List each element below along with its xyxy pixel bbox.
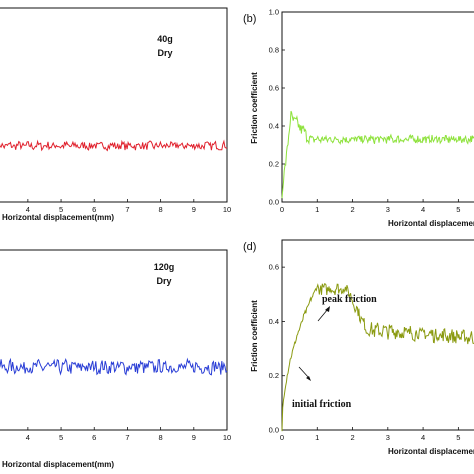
panel-d-frame xyxy=(281,239,474,431)
panel-a-x-tick-label: 8 xyxy=(159,205,163,214)
panel-b-y-tick-label: 0.8 xyxy=(269,46,279,55)
panel-d-y-tick-label: 0.6 xyxy=(269,263,279,272)
panel-b: (b) 0.0 0.2 0.4 0.6 0.8 1.0 0 1 2 3 4 5 Friction c… xyxy=(243,8,474,228)
panel-d-x-ticks: 0 1 2 3 4 5 xyxy=(280,427,460,442)
panel-a-x-tick-label: 9 xyxy=(192,205,196,214)
initial-friction-annotation: initial friction xyxy=(292,399,352,410)
panel-d-x-axis-label: Horizontal displacement xyxy=(388,447,474,456)
panel-a-x-tick-label: 6 xyxy=(92,205,96,214)
panel-a-x-axis-label: Horizontal displacement(mm) xyxy=(2,213,114,222)
panel-b-y-axis-label: Friction coefficient xyxy=(250,72,259,144)
panel-b-x-tick-label: 5 xyxy=(456,205,460,214)
panel-a: 40g Dry 4 5 6 7 8 9 10 Horizontal displacement… xyxy=(0,7,231,222)
panel-c-x-tick-label: 10 xyxy=(223,433,231,442)
panel-b-y-tick-label: 0.4 xyxy=(269,122,279,131)
panel-c-x-tick-label: 8 xyxy=(159,433,163,442)
panel-d-x-tick-label: 4 xyxy=(421,433,425,442)
peak-friction-annotation: peak friction xyxy=(322,294,377,305)
panel-b-x-tick-label: 0 xyxy=(280,205,284,214)
panel-c-series-line xyxy=(0,357,228,376)
panel-b-series-line xyxy=(281,110,474,199)
panel-d-y-tick-label: 0.2 xyxy=(269,371,279,380)
panel-a-x-tick-label: 5 xyxy=(59,205,63,214)
panel-c-load: 120g xyxy=(154,262,175,272)
panel-d-x-tick-label: 2 xyxy=(350,433,354,442)
panel-b-x-axis-label: Horizontal displacement xyxy=(388,219,474,228)
panel-c-frame xyxy=(0,249,228,431)
panel-c: 120g Dry 4 5 6 7 8 9 10 Horizontal displacemen… xyxy=(0,249,231,469)
panel-d-y-tick-label: 0.4 xyxy=(269,317,279,326)
initial-friction-arrow-icon xyxy=(298,366,311,381)
panel-b-x-tick-label: 3 xyxy=(386,205,390,214)
panel-a-frame xyxy=(0,7,228,203)
panel-d-x-tick-label: 0 xyxy=(280,433,284,442)
panel-a-condition: Dry xyxy=(157,48,172,58)
panel-b-label: (b) xyxy=(243,13,256,25)
panel-b-y-tick-label: 0.2 xyxy=(269,160,279,169)
panel-a-x-tick-label: 7 xyxy=(125,205,129,214)
panel-a-load: 40g xyxy=(157,34,173,44)
panel-a-x-ticks: 4 5 6 7 8 9 10 xyxy=(26,199,231,214)
panel-b-x-tick-label: 2 xyxy=(350,205,354,214)
panel-d-label: (d) xyxy=(243,241,256,253)
panel-b-y-tick-label: 0.6 xyxy=(269,84,279,93)
panel-b-y-tick-label: 0.0 xyxy=(269,198,279,207)
peak-friction-arrow-icon xyxy=(317,306,330,322)
panel-b-x-ticks: 0 1 2 3 4 5 xyxy=(280,199,460,214)
panel-d-x-tick-label: 1 xyxy=(315,433,319,442)
panel-a-x-tick-label: 4 xyxy=(26,205,30,214)
panel-d-y-ticks: 0.0 0.2 0.4 0.6 xyxy=(269,263,285,435)
panel-d-x-tick-label: 3 xyxy=(386,433,390,442)
panel-d-x-tick-label: 5 xyxy=(456,433,460,442)
panel-a-series-line xyxy=(0,139,228,152)
panel-b-y-ticks: 0.0 0.2 0.4 0.6 0.8 1.0 xyxy=(269,8,285,207)
panel-c-x-tick-label: 9 xyxy=(192,433,196,442)
panel-c-x-tick-label: 6 xyxy=(92,433,96,442)
panel-d: (d) 0.0 0.2 0.4 0.6 0 1 2 3 4 5 Friction coeffic… xyxy=(243,239,474,456)
panel-b-y-tick-label: 1.0 xyxy=(269,8,279,17)
panel-b-x-tick-label: 4 xyxy=(421,205,425,214)
panel-d-series-line xyxy=(281,283,474,432)
panel-b-x-tick-label: 1 xyxy=(315,205,319,214)
panel-c-x-tick-label: 5 xyxy=(59,433,63,442)
panel-c-x-tick-label: 7 xyxy=(125,433,129,442)
panel-c-x-axis-label: Horizontal displacement(mm) xyxy=(2,460,114,469)
panel-c-condition: Dry xyxy=(156,276,171,286)
panel-b-frame xyxy=(281,11,474,203)
panel-a-x-tick-label: 10 xyxy=(223,205,231,214)
panel-d-y-tick-label: 0.0 xyxy=(269,426,279,435)
panel-c-x-ticks: 4 5 6 7 8 9 10 xyxy=(26,427,231,442)
panel-d-y-axis-label: Friction coefficient xyxy=(250,300,259,372)
panel-c-x-tick-label: 4 xyxy=(26,433,30,442)
